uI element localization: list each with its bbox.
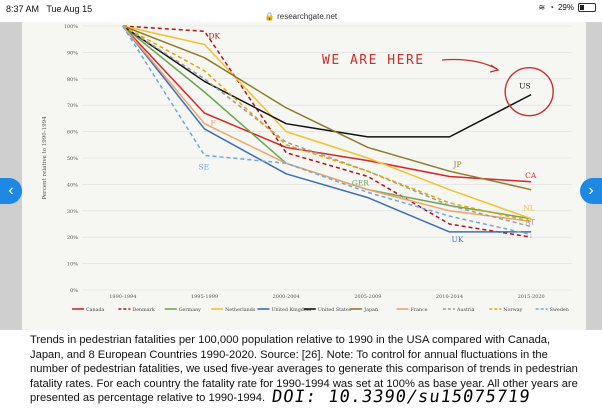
wifi-icon: ≋ xyxy=(538,3,546,12)
x-tick-label: 2010-2014 xyxy=(436,294,463,300)
series-line-denmark xyxy=(122,25,532,238)
series-label-us: US xyxy=(519,82,530,91)
figure-caption: Trends in pedestrian fatalities per 100,… xyxy=(30,334,578,405)
x-tick-label: 2005-2009 xyxy=(354,294,381,300)
status-icons: ≋ ◔ 29% xyxy=(538,3,596,12)
series-label-f: F xyxy=(211,119,216,128)
series-label-se: SE xyxy=(199,162,210,171)
figure-photo: 0% 10% 20% 30% 40% 50% 60% 70% 80% 90% 100% Percent… xyxy=(0,22,602,330)
y-tick-label: 70% xyxy=(67,103,78,109)
legend-label: Germany xyxy=(179,307,201,313)
legend-label: United States xyxy=(318,307,352,313)
legend-label: Sweden xyxy=(550,307,569,313)
status-time: 8:37 AM Tue Aug 15 xyxy=(6,4,92,14)
series-label-dk: DK xyxy=(209,31,221,40)
y-tick-label: 20% xyxy=(67,235,78,241)
series-line-netherlands xyxy=(122,25,532,220)
legend-label: Austria xyxy=(456,307,475,313)
chevron-left-icon: ‹ xyxy=(8,182,14,199)
series-label-ca: CA xyxy=(525,171,537,180)
battery-percent: 29% xyxy=(557,3,574,12)
series-line-united-states xyxy=(122,25,532,138)
series-line-sweden xyxy=(122,25,532,236)
series-label-nl: NL xyxy=(523,204,535,213)
annotation-arrowhead xyxy=(489,64,500,73)
y-tick-label: 30% xyxy=(67,209,78,215)
y-tick-label: 50% xyxy=(67,156,78,162)
series-label-at: AT xyxy=(524,218,535,227)
next-image-button[interactable]: › xyxy=(580,178,602,204)
clock-text: 8:37 AM xyxy=(6,4,40,14)
url-text: researchgate.net xyxy=(277,12,338,21)
annotation-arrow xyxy=(441,58,498,70)
legend-label: Netherlands xyxy=(225,307,256,313)
y-tick-label: 0% xyxy=(70,288,78,294)
chevron-right-icon: › xyxy=(588,182,594,199)
series-line-united-kingdom xyxy=(122,25,532,233)
series-line-france xyxy=(122,25,532,223)
legend-label: Denmark xyxy=(132,307,154,313)
y-tick-label: 40% xyxy=(67,182,78,188)
y-tick-label: 90% xyxy=(67,50,78,56)
annotation-circle xyxy=(504,66,554,117)
legend-label: Canada xyxy=(86,307,105,313)
y-tick-label: 100% xyxy=(64,24,79,30)
legend-label: France xyxy=(411,307,428,313)
doi-handwritten: DOI: 10.3390/su15075719 xyxy=(270,387,532,407)
series-line-norway xyxy=(122,25,532,223)
legend-label: Norway xyxy=(503,307,522,313)
series-line-canada xyxy=(122,25,532,183)
previous-image-button[interactable]: ‹ xyxy=(0,178,22,204)
y-tick-label: 10% xyxy=(67,262,78,268)
series-label-uk: UK xyxy=(452,235,464,244)
x-tick-label: 1995-1999 xyxy=(191,294,218,300)
address-bar[interactable]: 🔒 researchgate.net xyxy=(0,12,602,21)
date-text: Tue Aug 15 xyxy=(46,4,93,14)
x-tick-label: 1990-1994 xyxy=(109,294,136,300)
series-line-japan xyxy=(122,25,532,191)
y-tick-label: 60% xyxy=(67,130,78,136)
signal-icon: ◔ xyxy=(549,3,554,12)
legend-label: Japan xyxy=(363,307,378,313)
status-bar: 8:37 AM Tue Aug 15 🔒 researchgate.net ≋ … xyxy=(0,0,602,22)
series-label-jp: JP xyxy=(453,160,462,169)
battery-icon xyxy=(578,3,596,12)
x-tick-label: 2015-2020 xyxy=(518,294,545,300)
x-tick-label: 2000-2004 xyxy=(273,294,300,300)
y-tick-label: 80% xyxy=(67,77,78,83)
lock-icon: 🔒 xyxy=(264,12,275,21)
chart-slide: 0% 10% 20% 30% 40% 50% 60% 70% 80% 90% 100% Percent… xyxy=(22,22,586,330)
legend-label: United Kingdom xyxy=(271,307,311,313)
y-axis-label: Percent relative to 1990-1994 xyxy=(42,116,48,200)
annotation-text: WE ARE HERE xyxy=(322,53,425,68)
line-chart: 0% 10% 20% 30% 40% 50% 60% 70% 80% 90% 100% Percent… xyxy=(42,24,572,313)
series-label-ger: GER xyxy=(352,179,369,188)
